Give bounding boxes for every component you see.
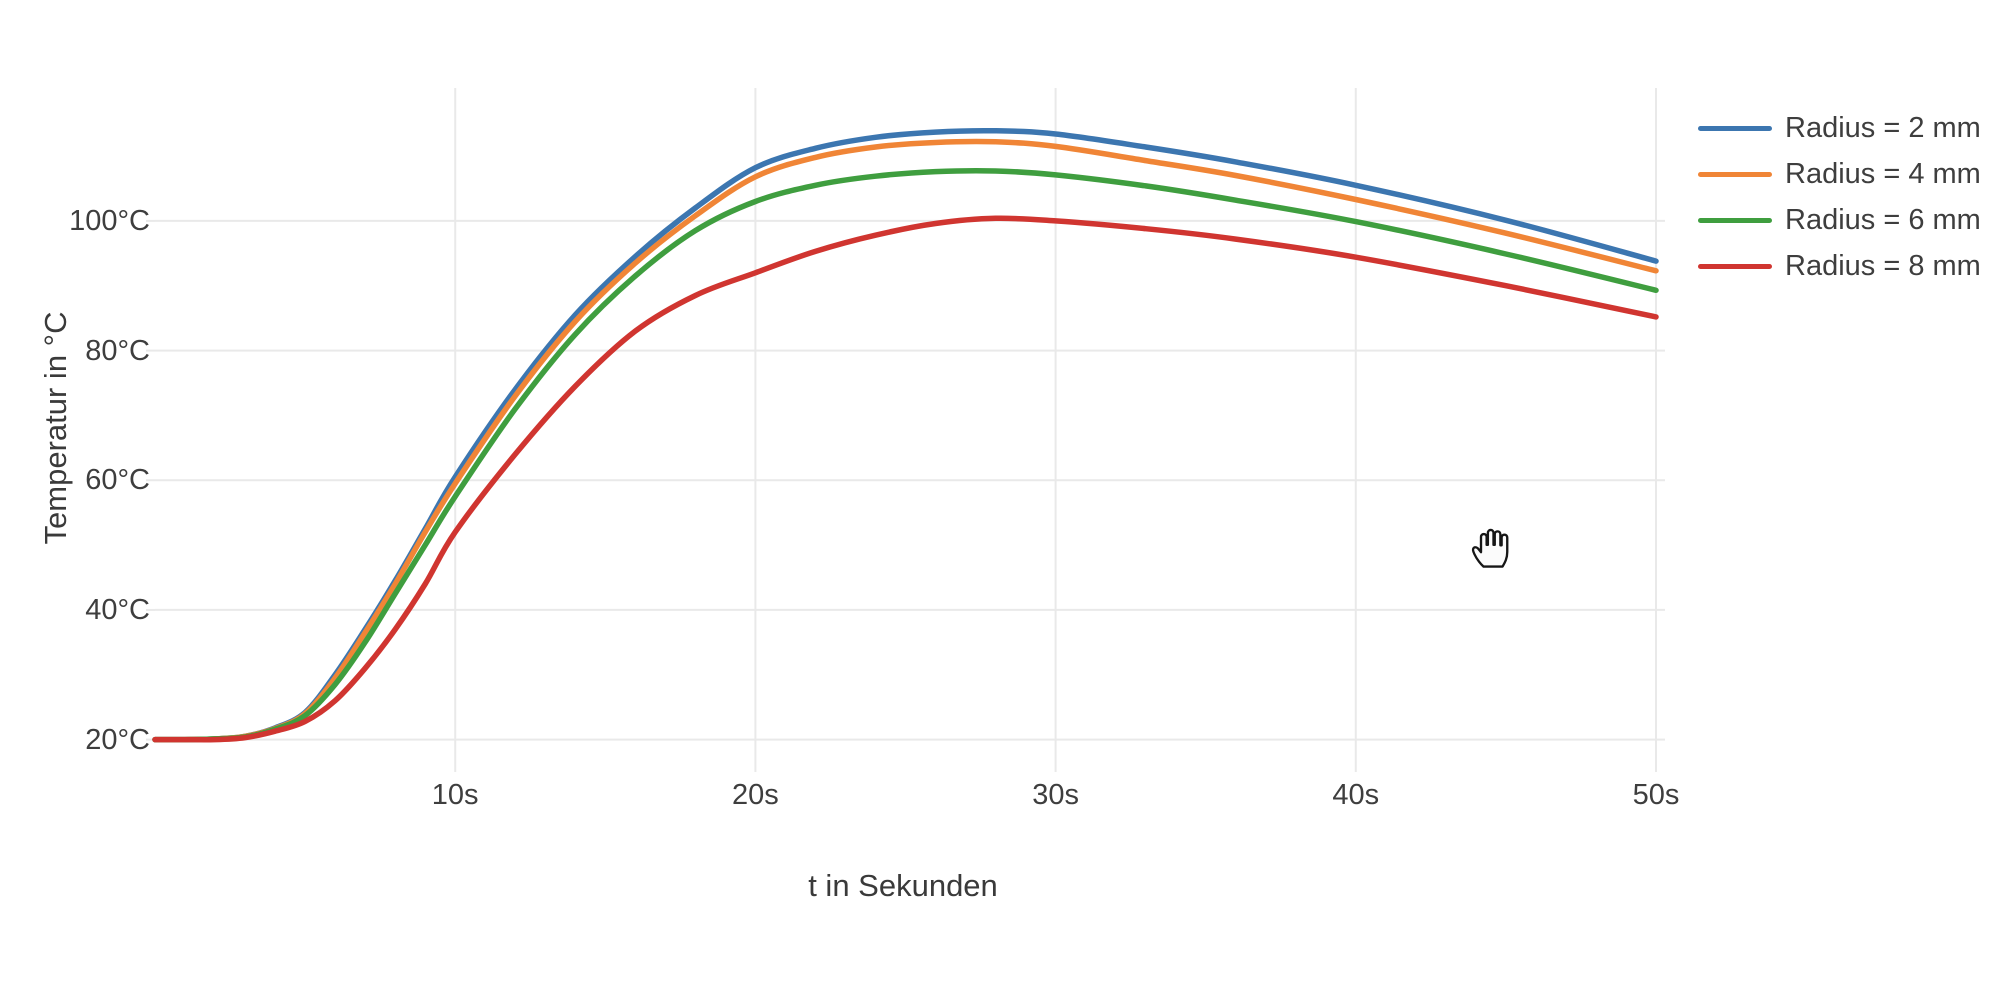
- legend-line-swatch: [1698, 263, 1772, 269]
- y-tick-label: 40°C: [85, 593, 150, 626]
- y-tick-label: 60°C: [85, 464, 150, 497]
- legend: Radius = 2 mm Radius = 4 mm Radius = 6 m…: [1698, 111, 1981, 282]
- legend-item-radius-6mm[interactable]: Radius = 6 mm: [1698, 203, 1981, 236]
- legend-item-label: Radius = 8 mm: [1785, 249, 1981, 282]
- legend-item-label: Radius = 4 mm: [1785, 157, 1981, 190]
- legend-item-label: Radius = 2 mm: [1785, 111, 1981, 144]
- legend-line-swatch: [1698, 217, 1772, 223]
- y-tick-label: 80°C: [85, 334, 150, 367]
- y-tick-label: 100°C: [69, 204, 150, 237]
- x-tick-label: 50s: [1632, 779, 1680, 811]
- y-axis-title: Temperatur in °C: [38, 311, 73, 545]
- y-tick-label: 20°C: [85, 723, 150, 756]
- legend-line-swatch: [1698, 171, 1772, 177]
- legend-item-radius-8mm[interactable]: Radius = 8 mm: [1698, 249, 1981, 282]
- x-tick-label: 10s: [431, 779, 479, 811]
- x-tick-label: 20s: [732, 779, 779, 811]
- x-axis-title: t in Sekunden: [808, 868, 998, 903]
- x-tick-label: 40s: [1332, 779, 1380, 811]
- legend-line-swatch: [1698, 125, 1772, 131]
- legend-item-label: Radius = 6 mm: [1785, 203, 1981, 236]
- x-tick-label: 30s: [1032, 779, 1079, 811]
- legend-item-radius-2mm[interactable]: Radius = 2 mm: [1698, 111, 1981, 144]
- legend-item-radius-4mm[interactable]: Radius = 4 mm: [1698, 157, 1981, 190]
